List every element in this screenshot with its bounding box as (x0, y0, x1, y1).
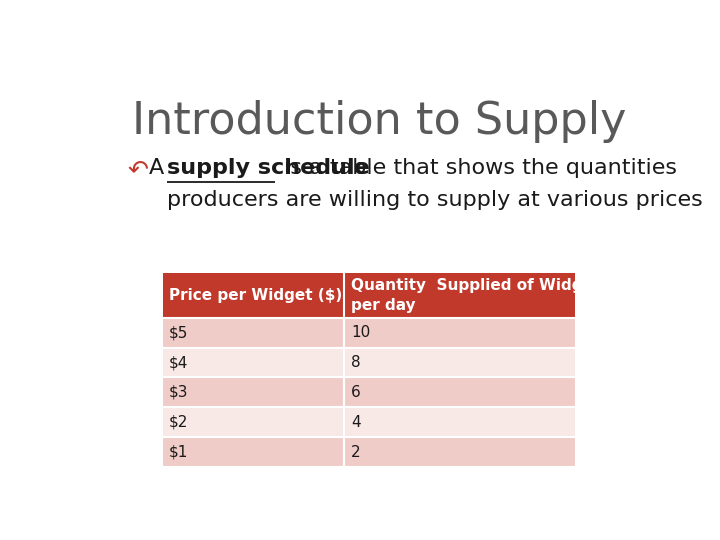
FancyBboxPatch shape (344, 437, 575, 467)
Text: 4: 4 (351, 415, 361, 430)
Text: ↶: ↶ (128, 158, 149, 183)
Text: A: A (148, 158, 171, 178)
FancyBboxPatch shape (163, 437, 344, 467)
FancyBboxPatch shape (344, 377, 575, 407)
FancyBboxPatch shape (344, 348, 575, 377)
Text: $4: $4 (169, 355, 189, 370)
Text: 2: 2 (351, 445, 361, 460)
Text: $5: $5 (169, 325, 189, 340)
Text: $1: $1 (169, 445, 189, 460)
FancyBboxPatch shape (344, 407, 575, 437)
FancyBboxPatch shape (344, 318, 575, 348)
FancyBboxPatch shape (163, 348, 344, 377)
FancyBboxPatch shape (163, 407, 344, 437)
Text: 6: 6 (351, 385, 361, 400)
FancyBboxPatch shape (163, 318, 344, 348)
Text: $2: $2 (169, 415, 189, 430)
Text: 10: 10 (351, 325, 370, 340)
Text: 8: 8 (351, 355, 361, 370)
Text: $3: $3 (169, 385, 189, 400)
Text: is a table that shows the quantities: is a table that shows the quantities (277, 158, 677, 178)
Text: supply schedule: supply schedule (167, 158, 370, 178)
FancyBboxPatch shape (163, 377, 344, 407)
Text: Introduction to Supply: Introduction to Supply (132, 100, 626, 143)
Text: producers are willing to supply at various prices: producers are willing to supply at vario… (167, 190, 703, 210)
FancyBboxPatch shape (163, 273, 344, 318)
FancyBboxPatch shape (344, 273, 575, 318)
Text: Price per Widget ($): Price per Widget ($) (169, 288, 343, 302)
Text: Quantity  Supplied of Widget
per day: Quantity Supplied of Widget per day (351, 278, 600, 313)
